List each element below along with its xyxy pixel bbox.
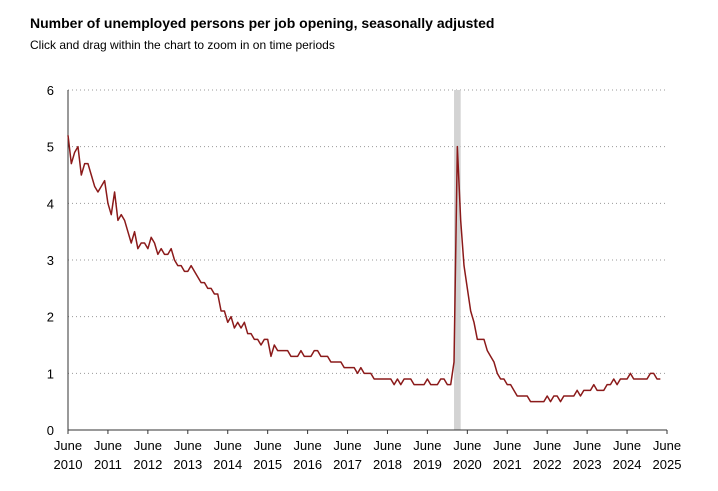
recession-band	[454, 90, 461, 430]
recession-shading	[454, 90, 461, 430]
y-tick-label: 4	[47, 196, 54, 211]
y-tick-label: 6	[47, 83, 54, 98]
x-tick-month-label: June	[293, 438, 321, 453]
series-line[interactable]	[67, 135, 661, 403]
x-tick-year-label: 2019	[413, 457, 442, 472]
x-tick-year-label: 2023	[573, 457, 602, 472]
x-tick-month-label: June	[54, 438, 82, 453]
x-tick-year-label: 2025	[653, 457, 682, 472]
chart-subtitle: Click and drag within the chart to zoom …	[30, 38, 335, 52]
x-tick-year-label: 2015	[253, 457, 282, 472]
x-tick-month-label: June	[413, 438, 441, 453]
x-tick-month-label: June	[134, 438, 162, 453]
x-tick-year-label: 2010	[54, 457, 83, 472]
y-tick-label: 0	[47, 423, 54, 438]
x-tick-year-label: 2013	[173, 457, 202, 472]
x-tick-year-label: 2012	[133, 457, 162, 472]
x-tick-month-label: June	[533, 438, 561, 453]
gridlines	[68, 89, 667, 374]
x-tick-month-label: June	[653, 438, 681, 453]
x-tick-year-label: 2017	[333, 457, 362, 472]
x-tick-year-label: 2022	[533, 457, 562, 472]
y-tick-label: 5	[47, 140, 54, 155]
x-tick-month-label: June	[254, 438, 282, 453]
x-tick-month-label: June	[573, 438, 601, 453]
x-tick-year-label: 2020	[453, 457, 482, 472]
x-tick-month-label: June	[174, 438, 202, 453]
tick-labels: 0 1 2 3 4 5 6 June 2010 June 2011 June 2012 June 2013 J…	[47, 83, 682, 472]
chart-title: Number of unemployed persons per job ope…	[30, 15, 495, 31]
x-tick-month-label: June	[453, 438, 481, 453]
x-tick-year-label: 2021	[493, 457, 522, 472]
x-tick-year-label: 2016	[293, 457, 322, 472]
y-tick-label: 1	[47, 366, 54, 381]
x-tick-month-label: June	[94, 438, 122, 453]
series-layer	[67, 135, 661, 403]
x-tick-year-label: 2024	[613, 457, 642, 472]
x-tick-month-label: June	[214, 438, 242, 453]
x-tick-month-label: June	[613, 438, 641, 453]
x-tick-month-label: June	[333, 438, 361, 453]
y-tick-label: 2	[47, 310, 54, 325]
x-tick-month-label: June	[373, 438, 401, 453]
y-tick-label: 3	[47, 253, 54, 268]
x-tick-year-label: 2018	[373, 457, 402, 472]
axes	[67, 90, 668, 434]
x-tick-year-label: 2011	[94, 457, 122, 472]
x-tick-month-label: June	[493, 438, 521, 453]
x-tick-year-label: 2014	[213, 457, 242, 472]
